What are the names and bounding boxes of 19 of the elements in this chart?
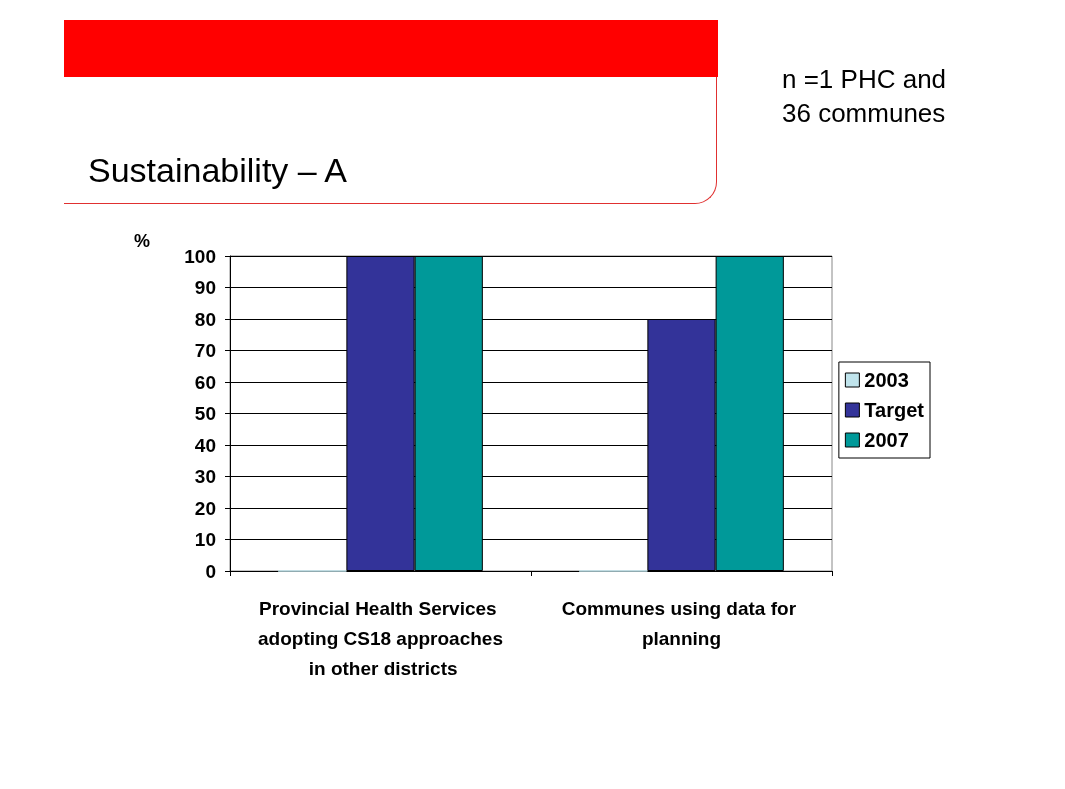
y-tick-label: 50: [194, 403, 216, 424]
x-tick-label: Provincial Health Services adopting CS18 approaches in other districts: [258, 597, 503, 679]
y-tick-label: 30: [194, 466, 216, 487]
y-tick-label: 0: [205, 560, 216, 582]
legend-label: 2003: [864, 369, 909, 391]
y-axis-title: %: [133, 231, 150, 251]
y-tick-label: 40: [194, 434, 216, 456]
y-tick-label: 20: [194, 497, 216, 519]
chart-title: Sustainability – A: [88, 151, 348, 189]
y-tick-label: 60: [194, 371, 216, 393]
y-tick-label: 90: [194, 277, 216, 298]
x-tick-label: Communes using data for planning: [561, 597, 802, 649]
y-tick-label: 70: [194, 340, 216, 361]
text: n =1 PHC and 36 communes: [782, 64, 954, 128]
y-tick-label: 100: [184, 245, 216, 267]
legend-label: Target: [864, 399, 925, 421]
legend-label: 2007: [864, 429, 909, 451]
y-tick-label: 80: [194, 308, 216, 330]
y-tick-label: 10: [194, 529, 216, 550]
